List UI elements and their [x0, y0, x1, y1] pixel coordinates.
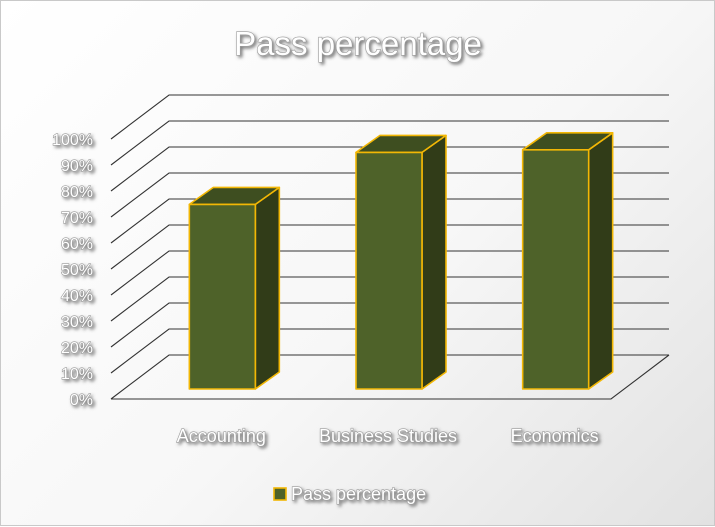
- x-category-label: Accounting: [177, 426, 266, 446]
- y-tick-label: 90%: [61, 158, 93, 175]
- gridline: [110, 172, 669, 218]
- bar-side-face: [587, 132, 614, 390]
- floor-edge: [111, 354, 670, 400]
- bars: [188, 132, 614, 390]
- y-tick-label: 0%: [70, 392, 93, 409]
- y-tick-label: 10%: [61, 366, 93, 383]
- gridline: [110, 302, 669, 348]
- y-tick-label: 100%: [52, 132, 93, 149]
- gridline: [110, 250, 669, 296]
- bar: [355, 134, 447, 390]
- y-tick-label: 50%: [61, 262, 93, 279]
- x-category-label: Business Studies: [319, 426, 457, 446]
- bar-front-face: [188, 203, 257, 390]
- bar: [188, 186, 281, 390]
- y-axis-tick-labels: 0% 10% 20% 30% 40% 50% 60% 70% 80% 90% 100%: [51, 131, 93, 409]
- gridlines: [110, 94, 670, 400]
- y-tick-label: 60%: [61, 236, 93, 253]
- gridline: [110, 276, 669, 322]
- x-axis-category-labels: Accounting Business Studies Economics: [176, 425, 599, 446]
- bar-side-face: [421, 134, 447, 390]
- bar-front-face: [355, 151, 423, 390]
- gridline: [110, 354, 669, 400]
- chart-title: Pass percentage: [234, 25, 482, 62]
- legend-swatch: [273, 487, 287, 501]
- legend-label: Pass percentage: [291, 484, 426, 504]
- y-tick-label: 80%: [61, 184, 93, 201]
- bar: [521, 132, 614, 390]
- y-tick-label: 40%: [61, 288, 93, 305]
- gridline: [110, 120, 669, 166]
- bar-side-face: [254, 186, 281, 390]
- y-tick-label: 20%: [61, 340, 93, 357]
- gridline: [110, 146, 669, 192]
- gridline: [110, 94, 669, 140]
- legend: Pass percentage: [273, 483, 427, 505]
- y-tick-label: 30%: [61, 314, 93, 331]
- gridline: [110, 198, 669, 244]
- gridline: [110, 328, 669, 374]
- gridline: [110, 224, 669, 270]
- y-tick-label: 70%: [61, 210, 93, 227]
- x-category-label: Economics: [511, 426, 599, 446]
- bar-front-face: [521, 149, 590, 390]
